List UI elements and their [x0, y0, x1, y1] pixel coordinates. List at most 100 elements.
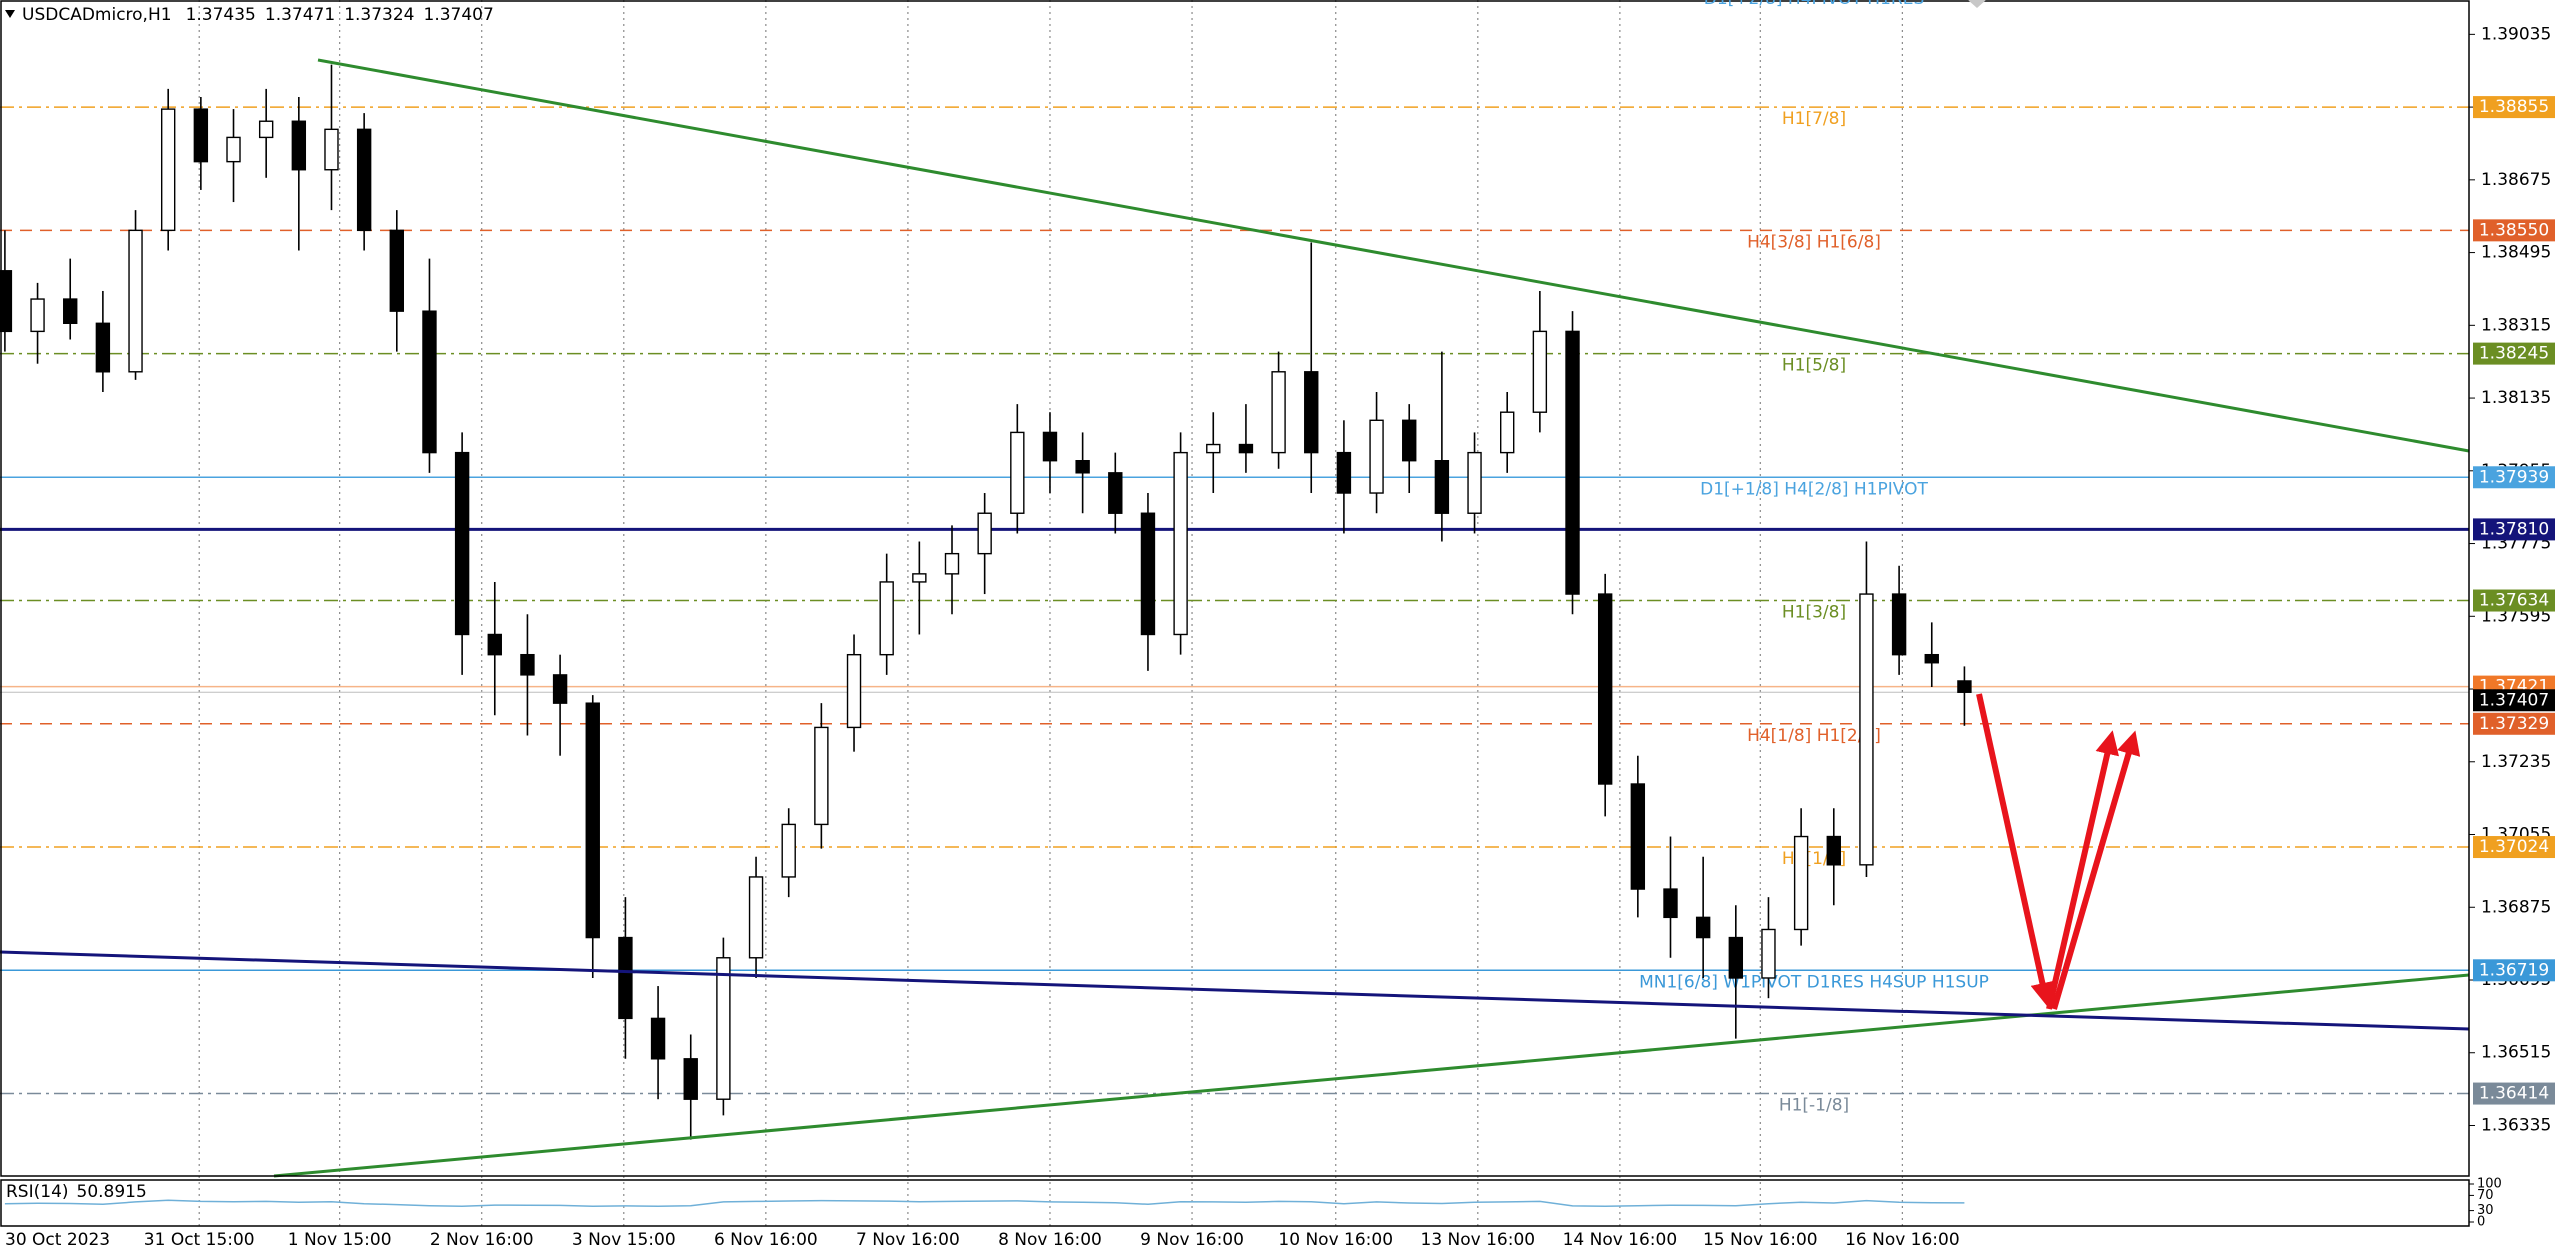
- price-label-box: [2473, 1082, 2555, 1105]
- candle-body: [128, 229, 143, 373]
- price-label-box: [2473, 219, 2555, 242]
- rsi-line: [4, 1199, 1965, 1208]
- level-label: D1[+2/8] H4PIVOT H1RES: [1704, 0, 1925, 9]
- candle-body: [1957, 680, 1972, 693]
- price-label-box: [2473, 836, 2555, 859]
- level-label: H1[7/8]: [1782, 109, 1846, 129]
- price-label: 1.37024: [2479, 837, 2549, 857]
- rsi-tick-label: 30: [2477, 1203, 2494, 1218]
- candle-body: [1402, 419, 1417, 462]
- ohlc-close: 1.37407: [424, 5, 494, 25]
- rsi-header: RSI(14) 50.8915: [6, 1182, 147, 1202]
- y-tick-label: 1.39035: [2481, 24, 2551, 44]
- y-tick-label: 1.38135: [2481, 388, 2551, 408]
- price-label-box: [2473, 589, 2555, 612]
- chart-header: USDCADmicro,H1 1.37435 1.37471 1.37324 1.374…: [22, 5, 494, 25]
- candle-body: [1042, 431, 1058, 462]
- candle-body: [258, 120, 274, 139]
- candle-body: [1108, 472, 1123, 514]
- candle-body: [324, 128, 339, 171]
- candle-body: [226, 136, 241, 163]
- candle-body: [618, 936, 633, 1020]
- chart-title: USDCADmicro,H1: [22, 5, 172, 25]
- price-label: 1.36719: [2479, 960, 2549, 980]
- candle-body: [1075, 460, 1090, 474]
- y-tick-label: 1.36335: [2481, 1115, 2551, 1135]
- y-tick-label: 1.36875: [2481, 897, 2551, 917]
- candle-body: [389, 229, 405, 312]
- price-label: 1.37810: [2479, 519, 2549, 539]
- candle-body: [1238, 443, 1254, 454]
- candle-body: [487, 633, 502, 656]
- level-label: H1[5/8]: [1782, 356, 1846, 376]
- candle-body: [716, 957, 731, 1100]
- candle-body: [95, 322, 111, 373]
- rsi-tick-label: 70: [2477, 1188, 2494, 1203]
- candle-body: [1859, 593, 1874, 866]
- candle-body: [1010, 431, 1025, 514]
- x-tick-label: 9 Nov 16:00: [1140, 1230, 1244, 1250]
- price-label: 1.38550: [2479, 220, 2549, 240]
- candle-body: [1761, 928, 1776, 979]
- rsi-tick-label: 0: [2477, 1215, 2485, 1230]
- x-tick-label: 30 Oct 2023: [5, 1230, 110, 1250]
- candle-body: [814, 726, 829, 826]
- label-layer: USDCADmicro,H1 1.37435 1.37471 1.37324 1.374…: [5, 0, 2555, 1202]
- x-tick-label: 7 Nov 16:00: [856, 1230, 960, 1250]
- candles-layer: [0, 64, 1972, 1208]
- candle-body: [520, 653, 535, 676]
- y-tick-label: 1.38675: [2481, 170, 2551, 190]
- y-tick-label: 1.37235: [2481, 752, 2551, 772]
- candle-body: [0, 270, 13, 333]
- candle-body: [1695, 916, 1711, 939]
- arrow: [1976, 693, 2055, 1007]
- candle-body: [1206, 443, 1221, 454]
- candle-body: [1140, 512, 1156, 636]
- level-label: MN1[6/8] W1PIVOT D1RES H4SUP H1SUP: [1639, 972, 1989, 992]
- candle-body: [1597, 593, 1613, 785]
- x-tick-label: 10 Nov 16:00: [1278, 1230, 1393, 1250]
- level-label: H4[1/8] H1[2/8]: [1747, 726, 1881, 746]
- rsi-value: 50.8915: [77, 1182, 147, 1202]
- candle-body: [160, 108, 176, 232]
- level-label: H1[-1/8]: [1779, 1096, 1849, 1116]
- candle-body: [1891, 593, 1907, 656]
- candle-body: [193, 108, 209, 163]
- candle-body: [552, 674, 568, 704]
- candle-body: [63, 298, 78, 324]
- candle-body: [1271, 371, 1286, 454]
- rsi-frame: [0, 1179, 2470, 1227]
- price-axis-bg: [2469, 0, 2560, 1251]
- arrow: [2051, 730, 2141, 1010]
- candle-body: [650, 1017, 666, 1060]
- price-label: 1.37634: [2479, 591, 2549, 611]
- candle-body: [748, 876, 764, 959]
- price-label: 1.38245: [2479, 344, 2549, 364]
- candle-body: [879, 581, 894, 656]
- candle-body: [1663, 888, 1678, 919]
- candle-body: [454, 451, 470, 636]
- candle-body: [944, 552, 960, 575]
- x-tick-label: 14 Nov 16:00: [1563, 1230, 1678, 1250]
- candle-body: [1173, 451, 1188, 636]
- candle-body: [291, 120, 307, 171]
- x-tick-label: 1 Nov 15:00: [288, 1230, 392, 1250]
- price-label-box: [2473, 466, 2555, 489]
- price-label: 1.37939: [2479, 467, 2549, 487]
- ohlc-open: 1.37435: [186, 5, 256, 25]
- y-tick-label: 1.36515: [2481, 1043, 2551, 1063]
- price-label-box: [2473, 342, 2555, 365]
- candle-body: [356, 128, 372, 232]
- trend-line: [317, 58, 2470, 453]
- x-tick-label: 2 Nov 16:00: [430, 1230, 534, 1250]
- x-tick-label: 31 Oct 15:00: [144, 1230, 255, 1250]
- price-label-box: [2473, 959, 2555, 982]
- plot-frame: [0, 0, 2470, 1177]
- candle-body: [422, 310, 437, 454]
- x-tick-label: 8 Nov 16:00: [998, 1230, 1102, 1250]
- candle-body: [1826, 835, 1841, 866]
